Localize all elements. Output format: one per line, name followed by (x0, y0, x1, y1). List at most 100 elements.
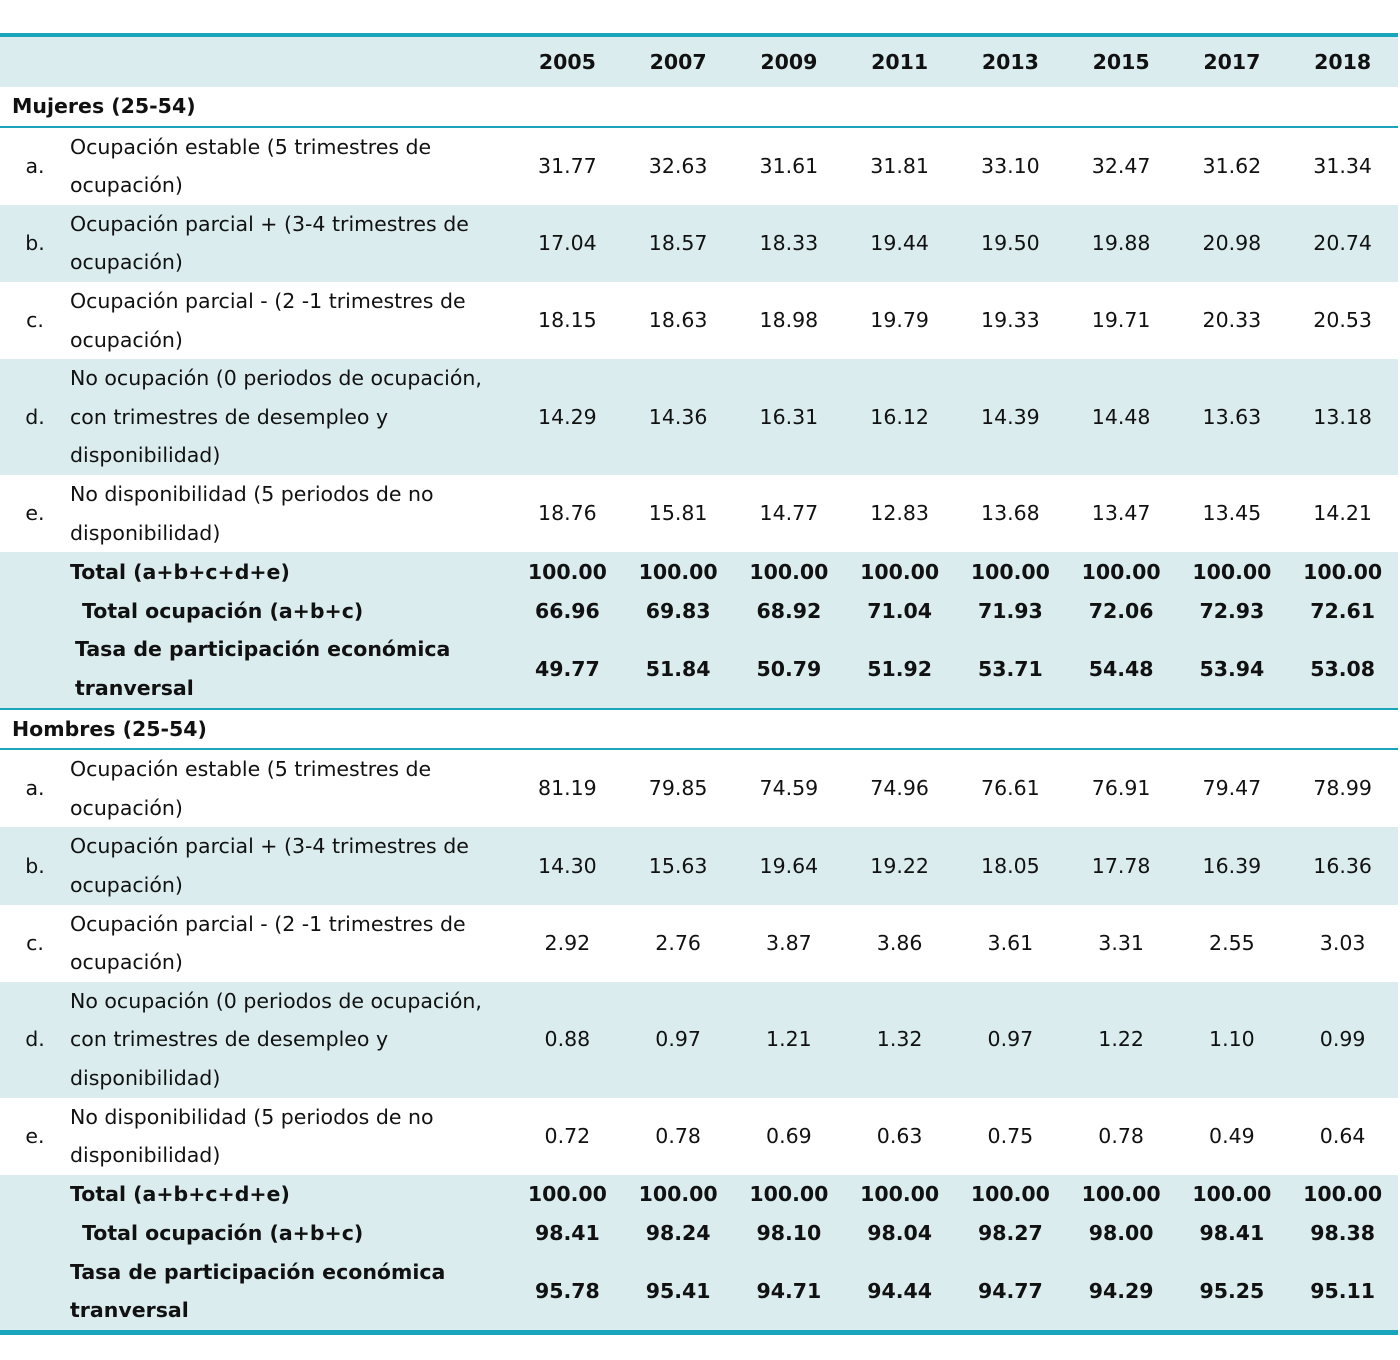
total-value-cell: 66.96 (512, 591, 623, 631)
value-cell: 19.22 (844, 827, 955, 905)
table-row: e. No disponibilidad (5 periodos de no di… (0, 1098, 1398, 1175)
value-cell: 1.22 (1065, 981, 1177, 1098)
value-cell: 76.61 (981, 776, 1040, 801)
year-header: 2011 (844, 35, 955, 87)
value-cell: 2.92 (544, 930, 591, 955)
row-label: No disponibilidad (5 periodos de no disp… (70, 1104, 434, 1168)
value-cell: 3.31 (1098, 930, 1144, 955)
value-cell: 76.91 (1091, 776, 1151, 801)
total-value-cell: 100.00 (1287, 1174, 1398, 1214)
total-value-cell: 100.00 (955, 552, 1066, 592)
total-value-cell: 51.84 (622, 630, 734, 709)
total-value-cell: 100.00 (955, 1174, 1066, 1214)
table-row: b. Ocupación parcial + (3-4 trimestres de… (0, 204, 1398, 282)
value-cell: 18.05 (955, 827, 1066, 905)
value-cell: 18.57 (622, 204, 734, 282)
value-cell: 33.10 (981, 153, 1040, 178)
total-value-cell: 94.44 (844, 1252, 955, 1333)
total-value-cell: 100.00 (512, 1174, 623, 1214)
header-row: 2005 2007 2009 2011 2013 2015 2017 2018 (0, 35, 1398, 87)
section-title: Mujeres (25-54) (12, 94, 196, 118)
value-cell: 0.99 (1287, 981, 1398, 1098)
section-header-row: Mujeres (25-54) (0, 87, 1398, 127)
total-value-cell: 72.61 (1287, 591, 1398, 631)
row-letter-blank (0, 1174, 70, 1214)
value-cell: 0.72 (544, 1123, 591, 1148)
total-value-cell: 72.93 (1176, 591, 1288, 631)
value-cell: 19.71 (1091, 308, 1151, 333)
table-row: a. Ocupación estable (5 trimestres de ocu… (0, 127, 1398, 205)
row-letter: c. (26, 308, 44, 333)
total-value-cell: 95.78 (512, 1252, 623, 1333)
total-value-cell: 100.00 (1065, 1174, 1177, 1214)
year-header: 2015 (1065, 35, 1177, 87)
value-cell: 13.45 (1202, 501, 1262, 526)
value-cell: 31.61 (759, 153, 819, 178)
total-value-cell: 51.92 (844, 630, 955, 709)
total-value-cell: 100.00 (1287, 552, 1398, 592)
total-value-cell: 98.10 (733, 1213, 845, 1253)
total-value-cell: 50.79 (733, 630, 845, 709)
total-row: Total (a+b+c+d+e) 100.00 100.00 100.00 100.0… (0, 1174, 1398, 1214)
year-header: 2018 (1287, 35, 1398, 87)
total-row: Tasa de participación económica tranvers… (0, 630, 1398, 709)
value-cell: 31.77 (538, 153, 597, 178)
total-value-cell: 68.92 (733, 591, 845, 631)
value-cell: 19.88 (1065, 204, 1177, 282)
value-cell: 20.74 (1287, 204, 1398, 282)
header-blank (0, 35, 70, 87)
row-letter: d. (0, 981, 70, 1098)
value-cell: 14.36 (622, 359, 734, 476)
total-row: Tasa de participación económica tranvers… (0, 1252, 1398, 1333)
total-value-cell: 71.04 (844, 591, 955, 631)
total-value-cell: 94.77 (955, 1252, 1066, 1333)
value-cell: 19.50 (955, 204, 1066, 282)
value-cell: 13.68 (981, 501, 1040, 526)
table-row: d. No ocupación (0 periodos de ocupación,… (0, 359, 1398, 476)
total-value-cell: 53.71 (955, 630, 1066, 709)
row-letter-blank (0, 1213, 70, 1253)
value-cell: 0.88 (512, 981, 623, 1098)
value-cell: 19.33 (981, 308, 1040, 333)
total-value-cell: 100.00 (733, 1174, 845, 1214)
value-cell: 0.97 (955, 981, 1066, 1098)
value-cell: 3.03 (1319, 930, 1366, 955)
value-cell: 32.63 (648, 153, 708, 178)
value-cell: 18.63 (648, 308, 708, 333)
row-letter: a. (25, 153, 45, 178)
row-letter: d. (0, 359, 70, 476)
table-row: a. Ocupación estable (5 trimestres de ocu… (0, 749, 1398, 827)
total-label: Tasa de participación económica tranvers… (70, 630, 512, 709)
value-cell: 0.63 (876, 1123, 923, 1148)
total-value-cell: 98.24 (622, 1213, 734, 1253)
total-value-cell: 95.41 (622, 1252, 734, 1333)
row-label: No ocupación (0 periodos de ocupación, c… (70, 981, 512, 1098)
row-letter-blank (0, 591, 70, 631)
total-value-cell: 100.00 (622, 552, 734, 592)
row-label: No disponibilidad (5 periodos de no disp… (70, 482, 434, 545)
year-header: 2009 (733, 35, 845, 87)
value-cell: 0.78 (1098, 1123, 1144, 1148)
value-cell: 74.96 (870, 776, 929, 801)
total-value-cell: 100.00 (1065, 552, 1177, 592)
row-letter: b. (0, 204, 70, 282)
value-cell: 2.76 (655, 930, 701, 955)
value-cell: 14.77 (759, 501, 819, 526)
row-label: No ocupación (0 periodos de ocupación, c… (70, 359, 512, 476)
row-label: Ocupación parcial - (2 -1 trimestres de … (70, 911, 466, 975)
value-cell: 18.76 (538, 501, 597, 526)
total-row: Total ocupación (a+b+c) 98.41 98.24 98.10 98… (0, 1213, 1398, 1253)
row-label: Ocupación parcial + (3-4 trimestres de o… (70, 204, 512, 282)
total-label: Total (a+b+c+d+e) (70, 1174, 512, 1214)
value-cell: 2.55 (1209, 930, 1255, 955)
value-cell: 31.34 (1313, 153, 1372, 178)
value-cell: 16.39 (1176, 827, 1288, 905)
total-value-cell: 98.41 (512, 1213, 623, 1253)
total-value-cell: 98.38 (1287, 1213, 1398, 1253)
value-cell: 1.32 (844, 981, 955, 1098)
table-container: 2005 2007 2009 2011 2013 2015 2017 2018 … (0, 33, 1398, 1335)
total-label: Tasa de participación económica tranvers… (70, 1252, 512, 1333)
total-value-cell: 95.25 (1176, 1252, 1288, 1333)
value-cell: 1.21 (733, 981, 845, 1098)
total-value-cell: 100.00 (844, 1174, 955, 1214)
